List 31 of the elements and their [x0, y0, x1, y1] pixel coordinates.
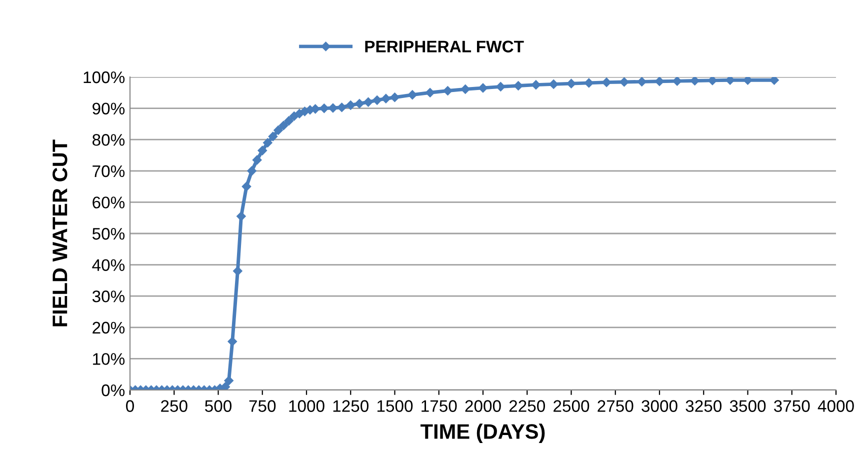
x-tick-label: 3250 — [686, 400, 722, 412]
x-tick-label: 0 — [126, 400, 134, 412]
y-tick-label: 0% — [102, 384, 125, 396]
y-axis-title: FIELD WATER CUT — [52, 140, 68, 326]
y-tick-label: 100% — [84, 71, 125, 84]
x-tick-label: 1000 — [289, 400, 324, 412]
y-tick-label: 70% — [92, 165, 125, 178]
y-tick-label: 40% — [92, 259, 125, 272]
y-tick-label: 20% — [92, 322, 125, 334]
y-tick-label: 80% — [92, 134, 125, 146]
x-tick-label: 1750 — [422, 400, 457, 412]
x-tick-label: 3500 — [730, 400, 766, 412]
x-tick-label: 4000 — [818, 400, 854, 412]
x-tick-label: 500 — [205, 400, 232, 412]
x-tick-label: 250 — [161, 400, 188, 412]
legend-label: PERIPHERAL FWCT — [365, 40, 524, 52]
x-tick-label: 3750 — [774, 400, 810, 412]
x-tick-label: 2000 — [465, 400, 501, 412]
y-tick-label: 50% — [92, 228, 125, 240]
x-tick-label: 2250 — [509, 400, 546, 412]
y-tick-label: 30% — [92, 290, 125, 302]
x-tick-label: 1250 — [333, 400, 369, 412]
x-tick-label: 3000 — [642, 400, 678, 412]
x-tick-label: 2500 — [554, 400, 590, 412]
y-tick-label: 60% — [92, 196, 125, 208]
x-axis-title: TIME (DAYS) — [420, 424, 545, 444]
y-tick-label: 10% — [93, 353, 125, 365]
x-tick-label: 750 — [249, 400, 276, 412]
x-tick-label: 1500 — [377, 400, 413, 412]
x-tick-label: 2750 — [598, 400, 634, 412]
y-tick-label: 90% — [92, 102, 125, 115]
